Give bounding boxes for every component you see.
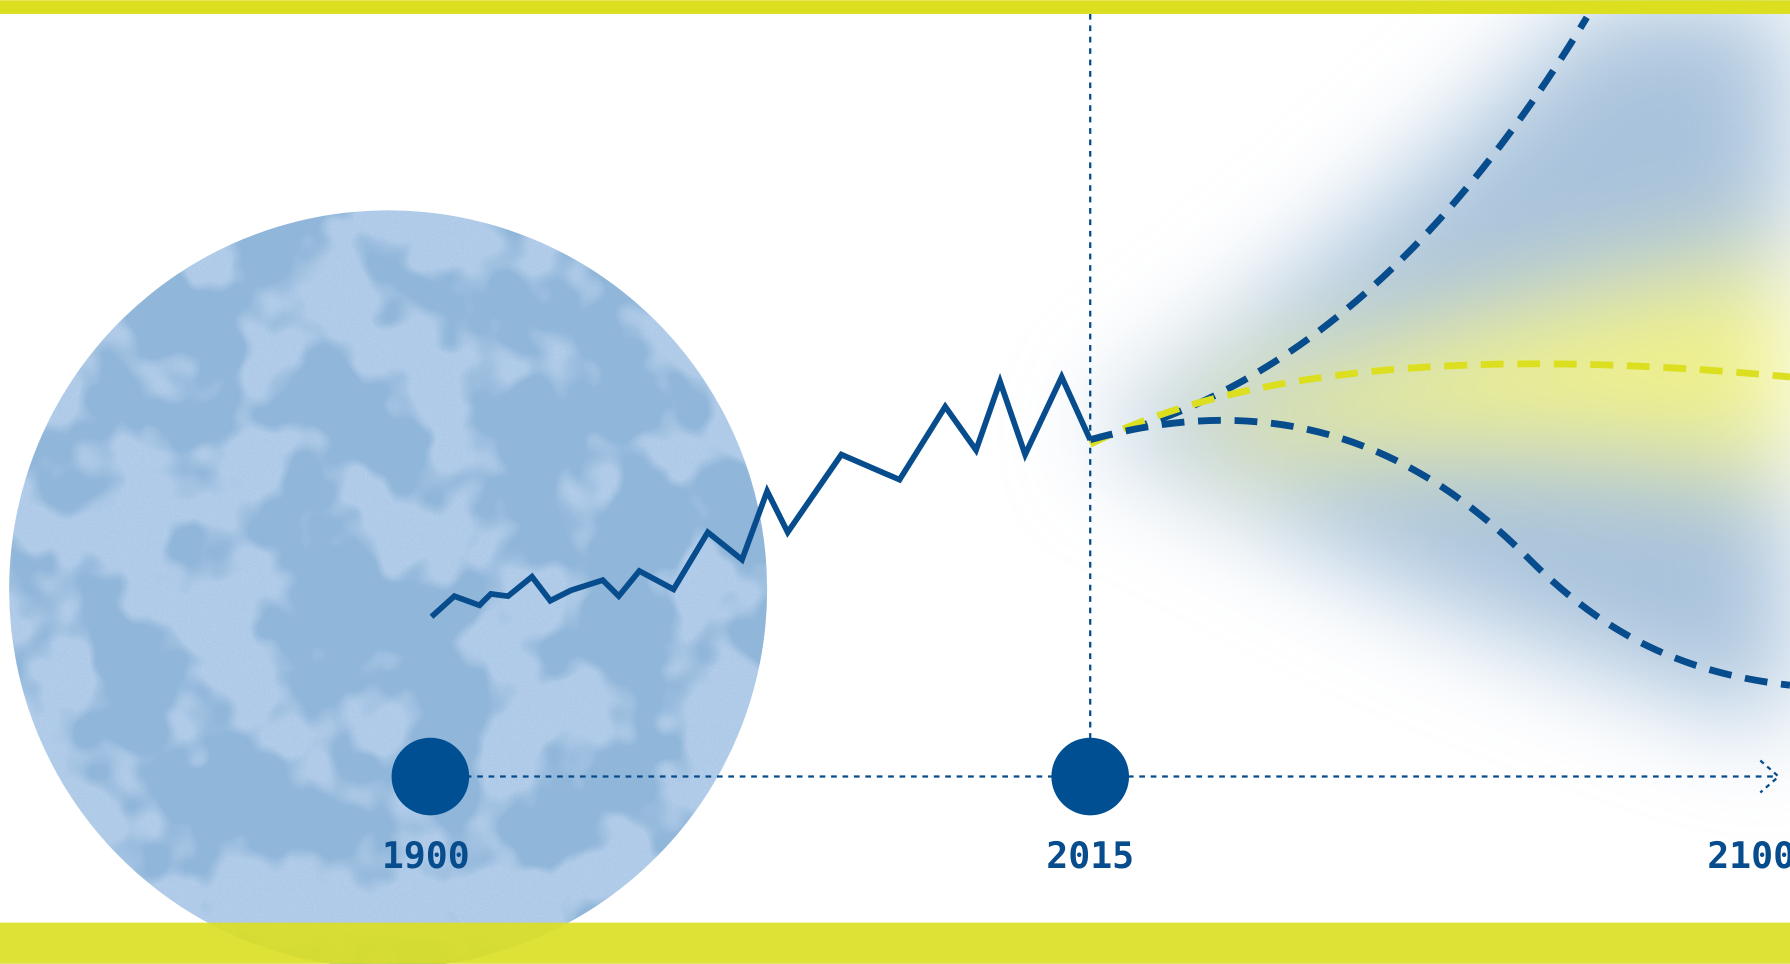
year-label: 2015 bbox=[1046, 834, 1134, 877]
cracked-earth-photo bbox=[9, 210, 768, 964]
history-line bbox=[429, 370, 1093, 619]
high-scenario bbox=[1089, 15, 1590, 444]
top-bar bbox=[0, 0, 1790, 14]
arrow-head bbox=[1759, 759, 1781, 794]
marker-2015 bbox=[1051, 737, 1130, 816]
year-label: 2100 bbox=[1707, 834, 1790, 877]
marker-1900 bbox=[391, 737, 470, 816]
mid-scenario bbox=[1088, 360, 1790, 448]
low-scenario bbox=[1089, 416, 1790, 689]
bottom-bar bbox=[0, 922, 1790, 964]
year-label: 1900 bbox=[382, 834, 470, 877]
